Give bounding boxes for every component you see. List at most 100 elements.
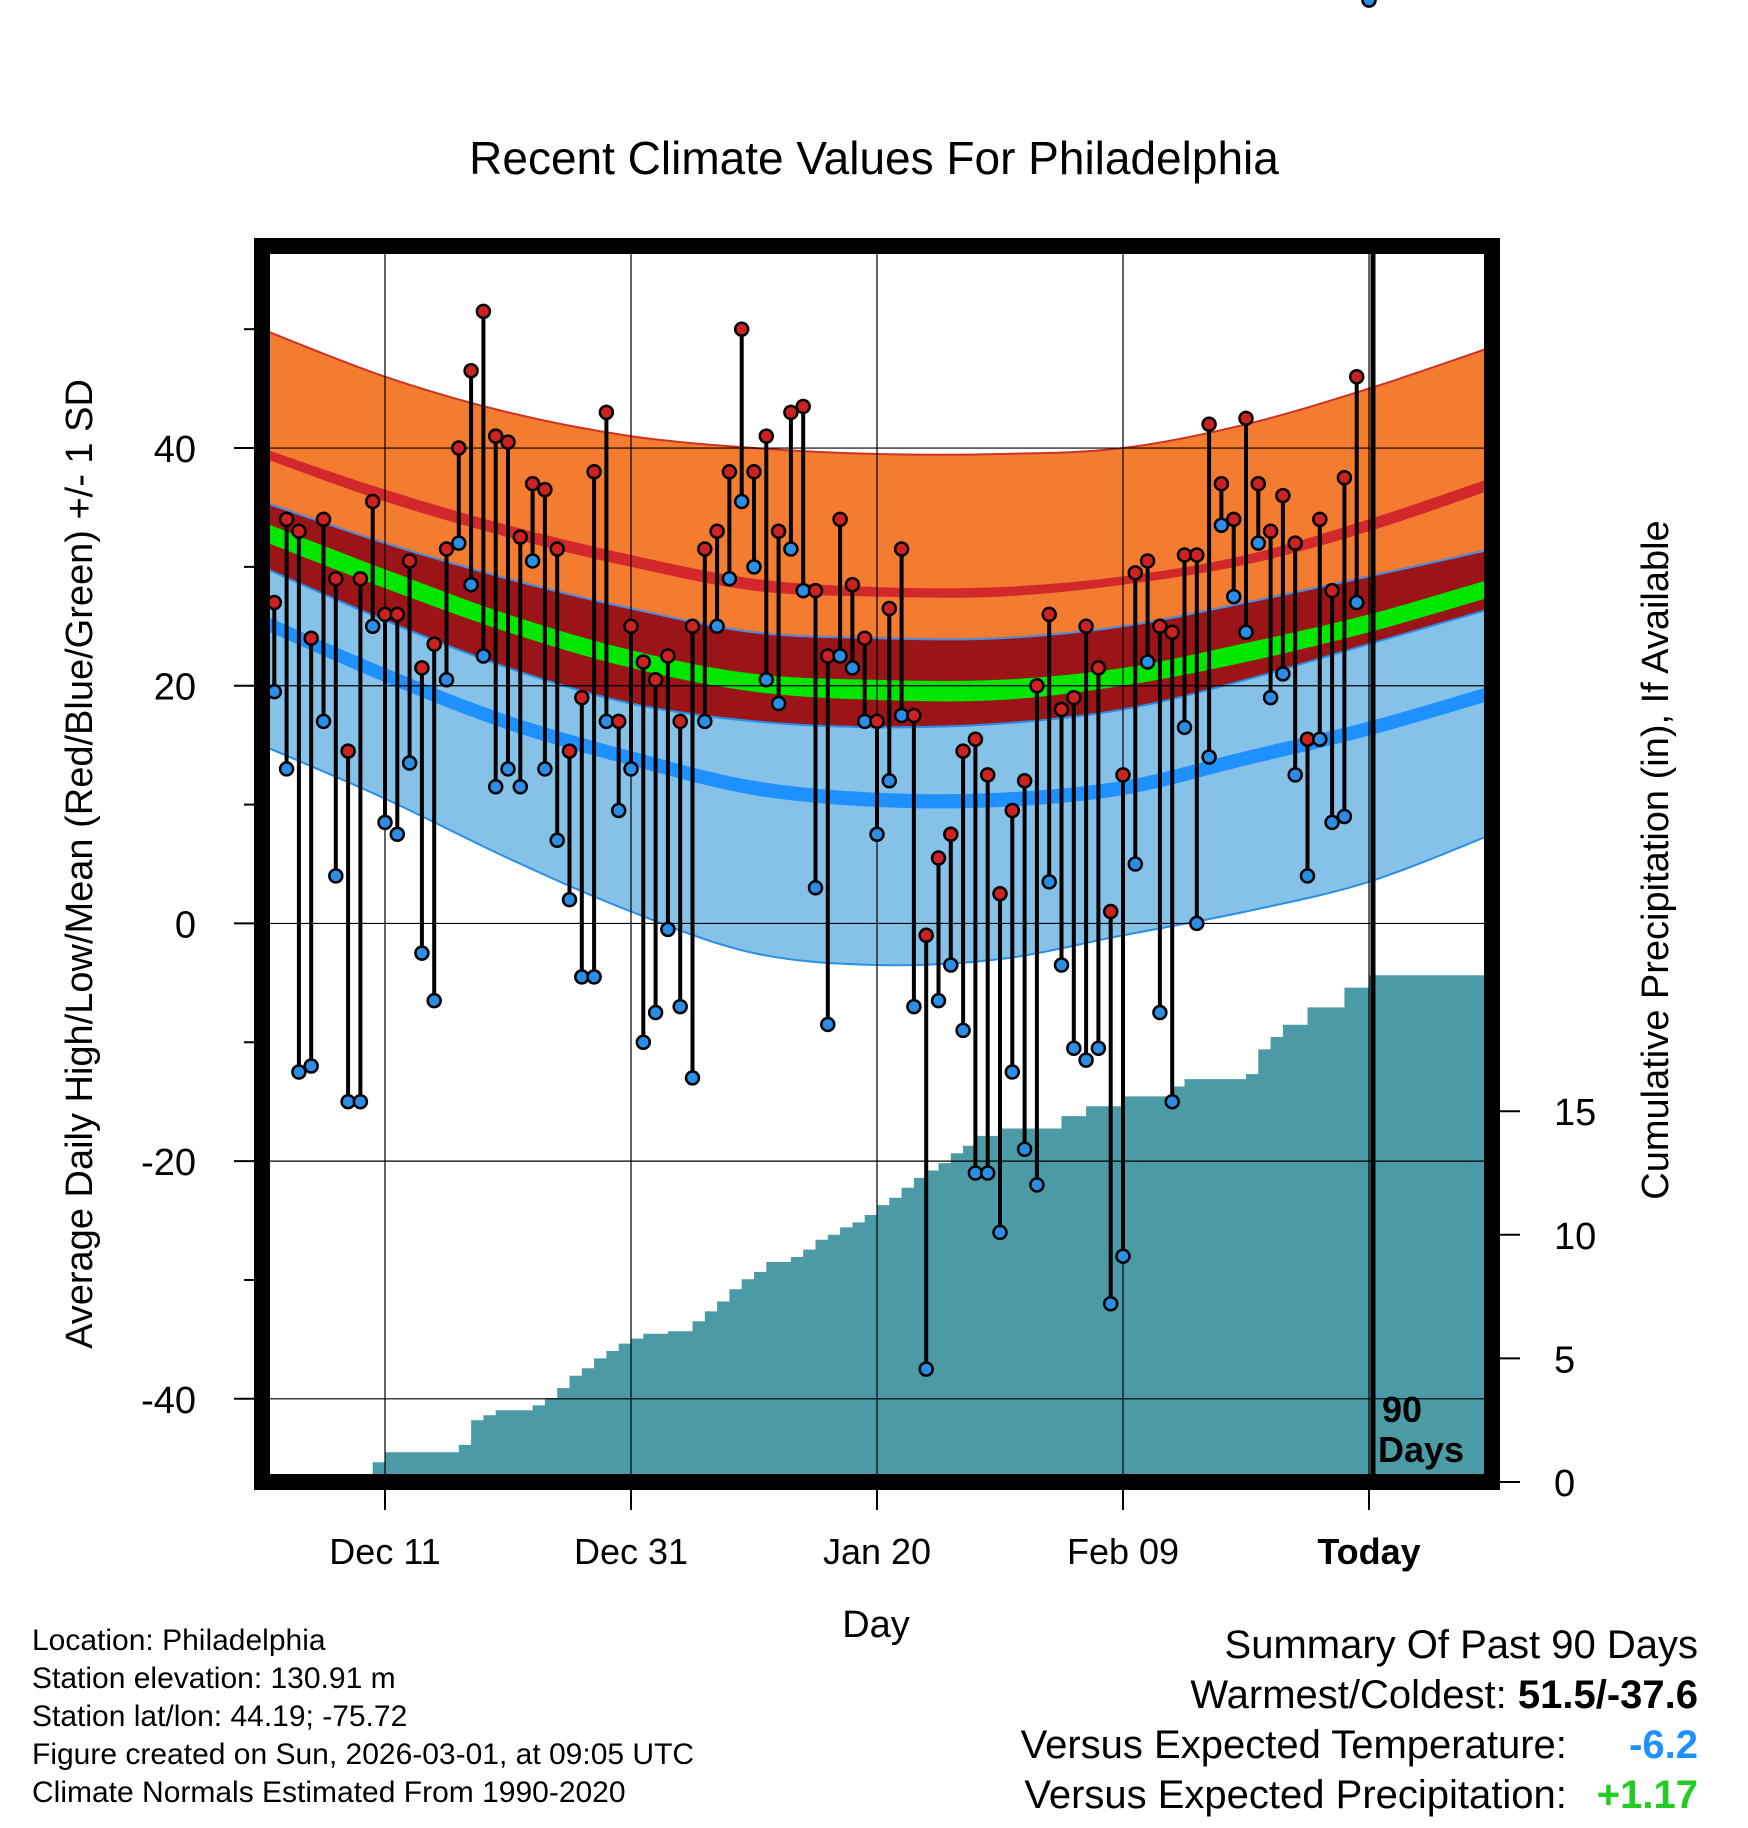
today-marker-days: 90 bbox=[1382, 1389, 1422, 1430]
temp-value: -6.2 bbox=[1629, 1723, 1698, 1767]
daily-high-point bbox=[979, 767, 996, 783]
daily-high-point bbox=[426, 636, 442, 652]
daily-high-point bbox=[660, 648, 676, 664]
daily-low-point bbox=[475, 648, 492, 664]
daily-high-point bbox=[574, 689, 590, 706]
daily-low-point bbox=[1164, 1093, 1180, 1110]
daily-high-point bbox=[869, 713, 885, 730]
daily-low-point bbox=[451, 535, 467, 551]
daily-low-point bbox=[1115, 1248, 1131, 1264]
daily-high-point bbox=[1201, 416, 1217, 433]
daily-low-point bbox=[549, 832, 565, 848]
daily-low-point bbox=[721, 571, 738, 587]
axes: Dec 11 Dec 31 Jan 20 Feb 09 Today 40 20 0 -20 -40… bbox=[141, 328, 1596, 1572]
daily-high-point bbox=[475, 303, 492, 320]
daily-high-point bbox=[1324, 582, 1340, 599]
daily-high-point bbox=[1053, 701, 1070, 718]
y-tick-label: -20 bbox=[141, 1142, 196, 1184]
daily-low-point bbox=[1213, 517, 1230, 534]
daily-high-point bbox=[1250, 475, 1267, 492]
daily-high-point bbox=[1152, 618, 1168, 635]
daily-high-point bbox=[278, 511, 295, 528]
daily-high-point bbox=[586, 464, 602, 480]
y2-tick-label: 0 bbox=[1554, 1463, 1575, 1505]
daily-high-point bbox=[832, 511, 848, 528]
daily-low-point bbox=[389, 826, 406, 843]
daily-low-point bbox=[1127, 856, 1144, 872]
daily-high-point bbox=[549, 541, 565, 557]
daily-low-point bbox=[537, 761, 553, 777]
x-tick-label: Dec 31 bbox=[574, 1531, 688, 1572]
daily-high-point bbox=[930, 850, 947, 866]
daily-high-point bbox=[1213, 475, 1230, 492]
daily-low-point bbox=[647, 1004, 664, 1021]
daily-high-point bbox=[1287, 535, 1303, 551]
daily-low-point bbox=[807, 880, 824, 896]
daily-high-point bbox=[807, 582, 824, 599]
daily-high-point bbox=[733, 321, 750, 337]
daily-high-point bbox=[1090, 660, 1107, 676]
daily-high-point bbox=[500, 434, 516, 450]
y2-tick-label: 15 bbox=[1554, 1092, 1596, 1134]
daily-low-point bbox=[893, 707, 910, 724]
daily-high-point bbox=[340, 743, 356, 759]
daily-low-point bbox=[328, 868, 344, 884]
daily-low-point bbox=[943, 957, 959, 973]
daily-high-point bbox=[438, 541, 455, 557]
daily-high-point bbox=[844, 576, 861, 593]
precip-cumulative-area bbox=[335, 962, 1492, 1482]
daily-low-point bbox=[1324, 814, 1340, 831]
daily-low-point bbox=[291, 1064, 307, 1080]
summary-precip: Versus Expected Precipitation: +1.17 bbox=[1021, 1770, 1698, 1820]
daily-low-point bbox=[746, 559, 762, 575]
y2-tick-label: 5 bbox=[1554, 1339, 1575, 1381]
precip-label: Versus Expected Precipitation: bbox=[1024, 1773, 1567, 1817]
daily-high-point bbox=[758, 428, 775, 444]
daily-low-point bbox=[1041, 874, 1057, 890]
daily-low-point bbox=[426, 992, 442, 1009]
daily-high-point bbox=[1312, 511, 1328, 528]
y-axis-label: Average Daily High/Low/Mean (Red/Blue/Gr… bbox=[59, 379, 101, 1349]
daily-high-point bbox=[352, 571, 369, 587]
daily-high-point bbox=[906, 707, 922, 724]
daily-low-point bbox=[377, 814, 393, 831]
daily-low-point bbox=[832, 648, 848, 664]
daily-low-point bbox=[672, 998, 688, 1015]
daily-high-point bbox=[770, 523, 787, 539]
daily-low-point bbox=[906, 998, 922, 1015]
precip-value: +1.17 bbox=[1596, 1773, 1698, 1817]
daily-low-point bbox=[770, 695, 787, 712]
daily-low-point bbox=[1299, 868, 1316, 884]
daily-low-point bbox=[487, 779, 504, 795]
warm-cold-value: 51.5/-37.6 bbox=[1517, 1673, 1698, 1717]
daily-high-point bbox=[1139, 553, 1156, 569]
grid-lines bbox=[262, 246, 1492, 1482]
y2-tick-label: 10 bbox=[1554, 1216, 1596, 1258]
daily-low-point bbox=[783, 541, 799, 557]
daily-high-point bbox=[315, 511, 332, 528]
summary-warm-cold: Warmest/Coldest: 51.5/-37.6 bbox=[1021, 1670, 1698, 1720]
daily-low-point bbox=[1312, 731, 1328, 747]
daily-high-point bbox=[1127, 565, 1144, 581]
daily-high-point bbox=[1004, 802, 1021, 819]
daily-high-point bbox=[635, 654, 652, 670]
daily-high-point bbox=[967, 731, 984, 747]
precip-area bbox=[335, 962, 1492, 1482]
daily-low-point bbox=[1287, 767, 1303, 783]
daily-high-point bbox=[697, 541, 713, 557]
daily-high-point bbox=[1102, 903, 1119, 920]
daily-low-point bbox=[820, 1016, 836, 1033]
daily-high-point bbox=[487, 428, 504, 444]
daily-low-point bbox=[278, 761, 295, 777]
daily-low-point bbox=[1189, 915, 1205, 932]
daily-low-point bbox=[463, 576, 479, 593]
daily-low-point bbox=[1152, 1004, 1168, 1021]
daily-high-point bbox=[463, 363, 479, 379]
daily-high-point bbox=[684, 618, 701, 635]
daily-low-point bbox=[1336, 808, 1353, 825]
daily-low-point bbox=[918, 1361, 934, 1377]
location-text: Location: Philadelphia bbox=[32, 1624, 326, 1657]
daily-low-point bbox=[881, 773, 898, 789]
elevation-text: Station elevation: 130.91 m bbox=[32, 1662, 396, 1695]
